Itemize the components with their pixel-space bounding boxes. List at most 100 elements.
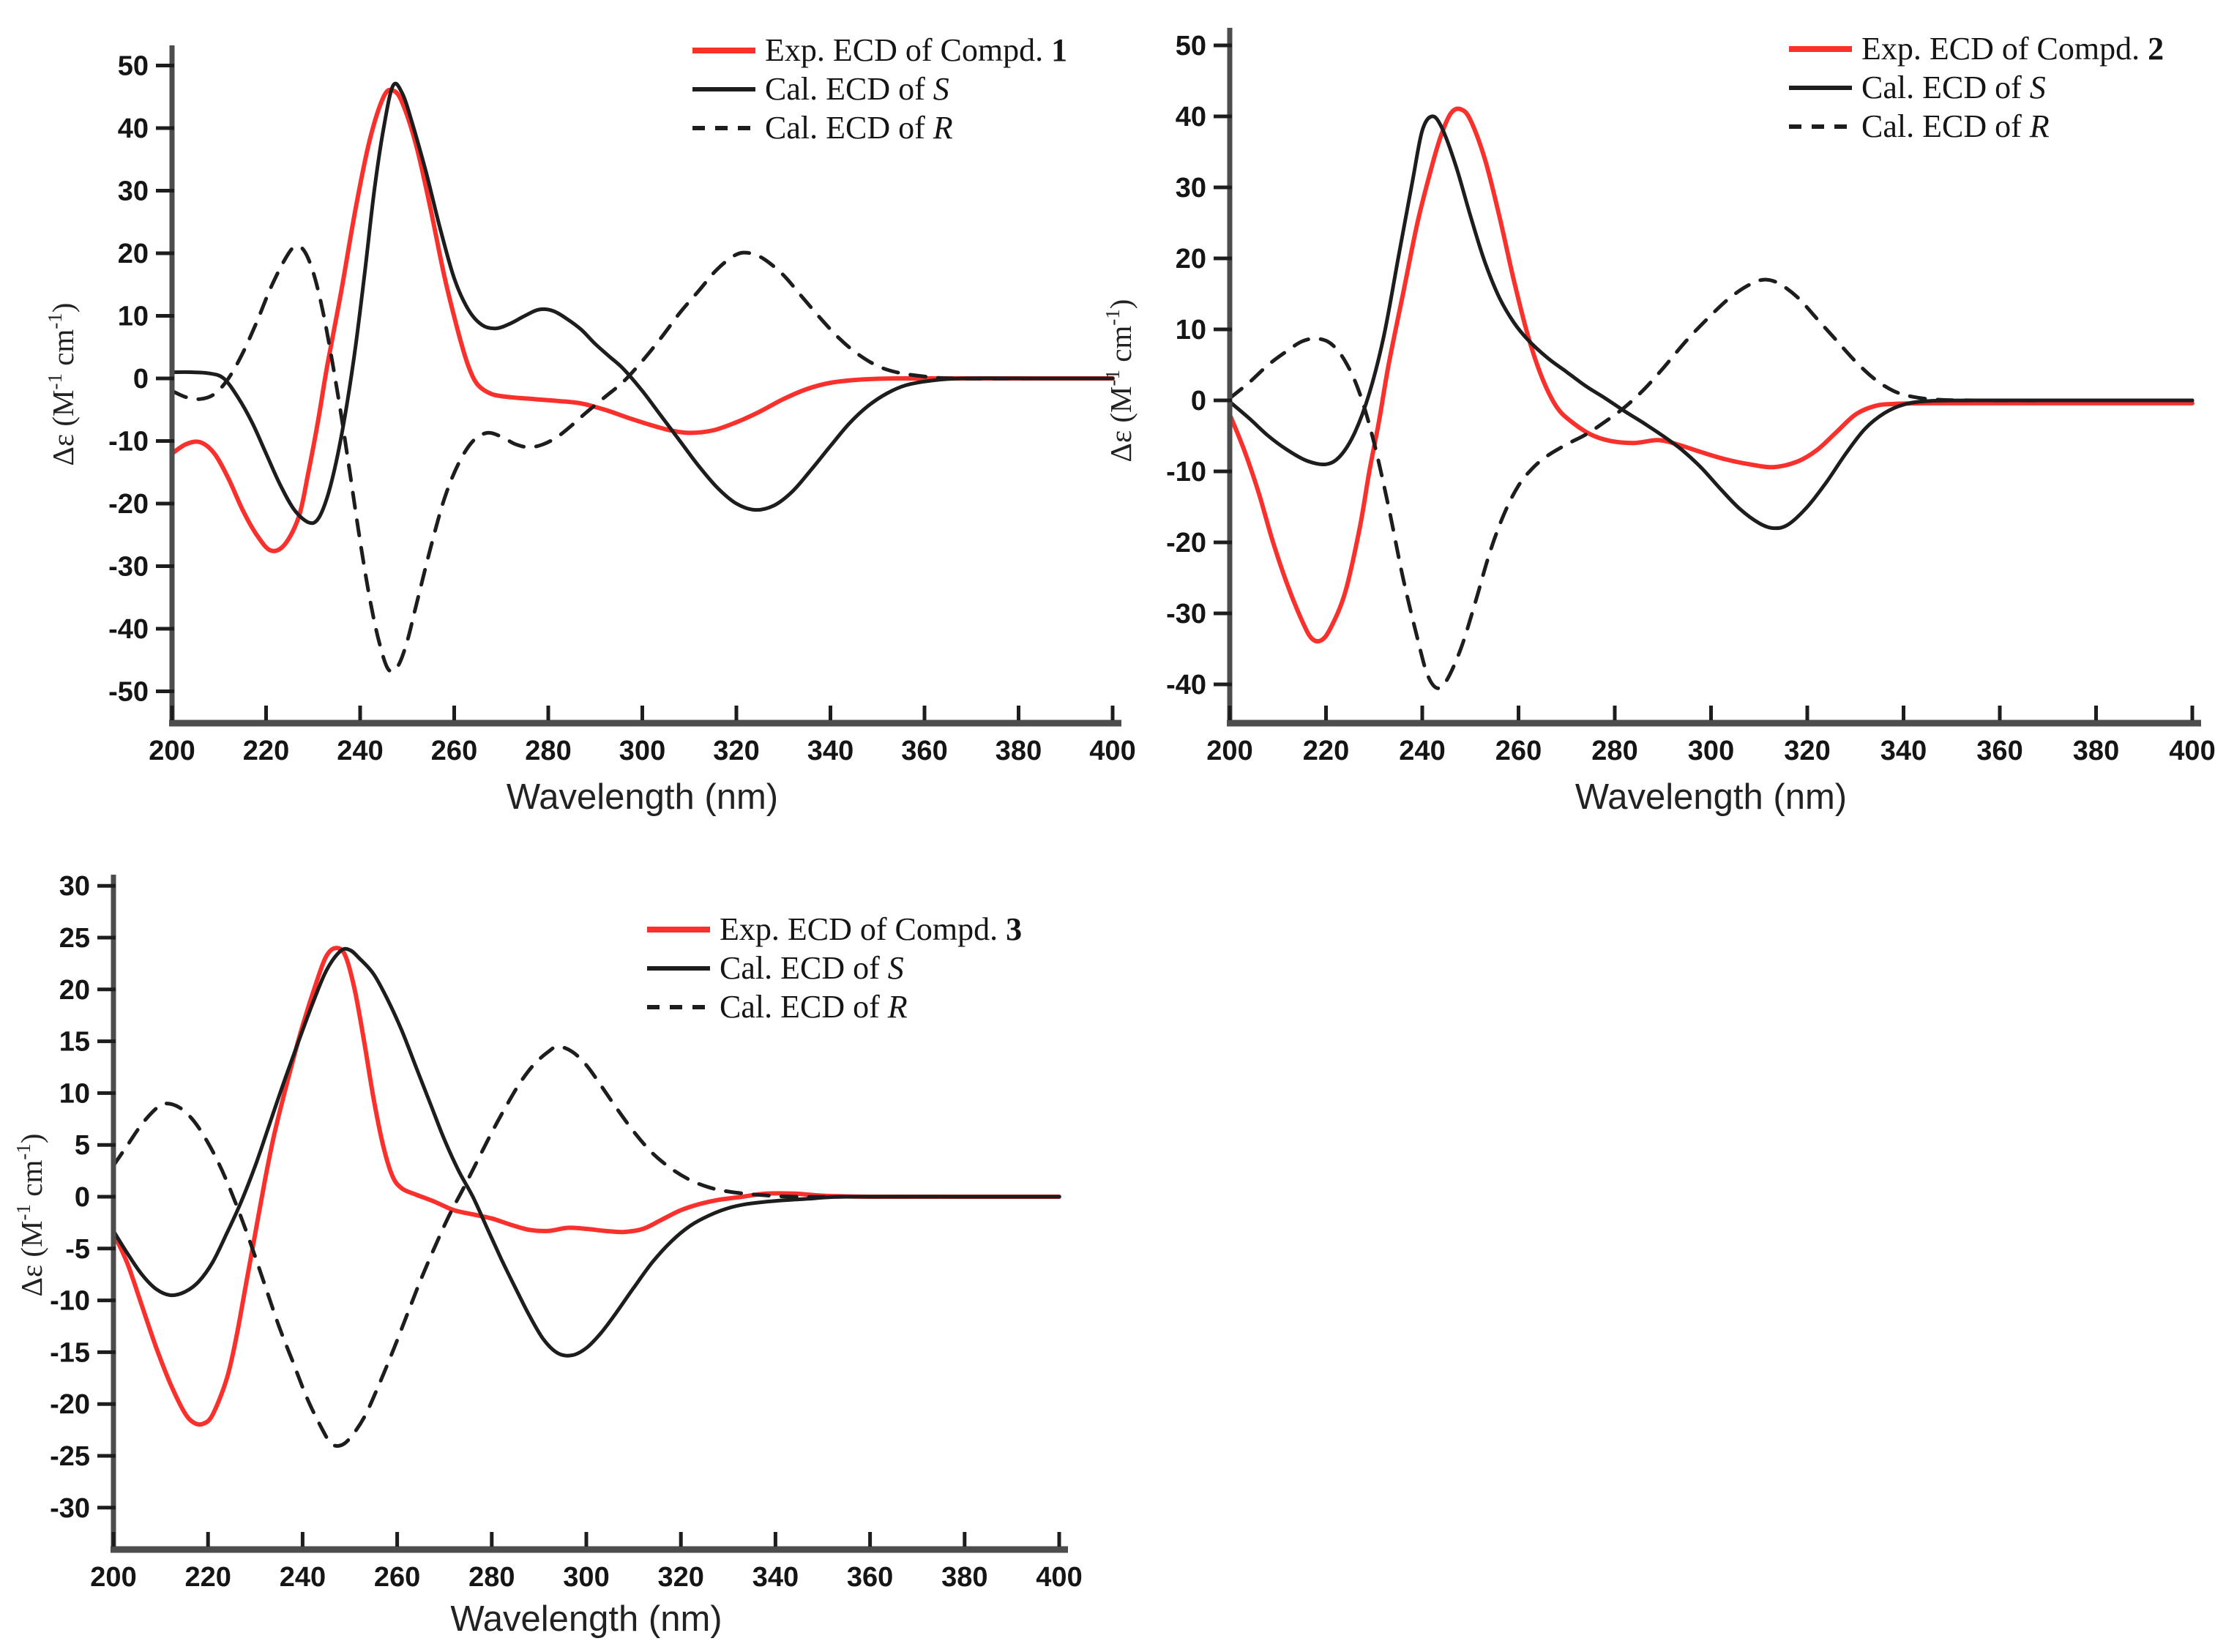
x-axis-title: Wavelength (nm) [450, 1599, 722, 1639]
y-tick-label: -10 [50, 1286, 90, 1317]
x-tick-label: 380 [996, 736, 1042, 766]
y-tick-label: -5 [65, 1234, 90, 1265]
legend-compound-3: Exp. ECD of Compd. 3 Cal. ECD of S Cal. … [647, 910, 1022, 1026]
x-tick-label: 320 [713, 736, 759, 766]
y-tick-label: 40 [1176, 102, 1206, 132]
x-tick-label: 300 [1688, 736, 1734, 766]
legend-label: Cal. ECD of R [1861, 108, 2050, 144]
red-solid-line-sample [692, 47, 755, 53]
x-tick-label: 200 [149, 736, 195, 766]
legend-label: Cal. ECD of S [765, 70, 949, 107]
y-tick-label: -10 [1166, 457, 1206, 487]
y-tick-label: -20 [50, 1389, 90, 1420]
y-tick-label: -30 [1166, 599, 1206, 629]
legend-compound-1: Exp. ECD of Compd. 1 Cal. ECD of S Cal. … [692, 31, 1067, 147]
y-tick-label: 10 [59, 1078, 90, 1109]
series-cal_r-compound-1 [170, 244, 1115, 673]
x-tick-label: 400 [2169, 736, 2215, 766]
x-tick-label: 200 [90, 1562, 136, 1593]
y-tick-label: 15 [59, 1027, 90, 1058]
x-axis-title: Wavelength (nm) [507, 777, 778, 817]
y-tick-label: 10 [1176, 315, 1206, 345]
x-tick-label: 300 [563, 1562, 609, 1593]
y-tick-label: 0 [133, 364, 149, 395]
legend-label: Exp. ECD of Compd. 2 [1861, 30, 2164, 67]
legend-compound-2: Exp. ECD of Compd. 2 Cal. ECD of S Cal. … [1789, 29, 2164, 146]
y-tick-label: -30 [50, 1493, 90, 1524]
legend-item-cal-s: Cal. ECD of S [647, 949, 1022, 987]
y-tick-label: -15 [50, 1337, 90, 1368]
x-tick-label: 220 [1303, 736, 1349, 766]
x-tick-label: 280 [1591, 736, 1637, 766]
chart-compound-3: 200 220 240 260 280 300 320 340 360 380 400 30 25 20 1… [12, 871, 1083, 1639]
black-solid-line-sample [647, 965, 710, 971]
red-solid-line-sample [647, 926, 710, 932]
y-tick-label: -30 [108, 552, 149, 583]
y-tick-label: 20 [59, 975, 90, 1006]
x-tick-label: 200 [1206, 736, 1252, 766]
black-solid-line-sample [692, 86, 755, 91]
x-tick-label: 320 [657, 1562, 703, 1593]
legend-label: Cal. ECD of S [1861, 69, 2046, 105]
y-tick-label: -25 [50, 1441, 90, 1472]
legend-label: Cal. ECD of R [765, 109, 953, 146]
x-tick-label: 340 [807, 736, 853, 766]
y-tick-label: -40 [108, 614, 149, 645]
x-tick-label: 260 [431, 736, 477, 766]
y-tick-label: -20 [1166, 528, 1206, 558]
y-tick-label: 40 [118, 113, 149, 144]
y-tick-label: 30 [59, 871, 90, 902]
y-tick-label: 0 [1191, 386, 1206, 416]
x-tick-label: 340 [752, 1562, 799, 1593]
series-cal_r-compound-3 [111, 1044, 1061, 1448]
black-dashed-line-sample [692, 125, 755, 130]
x-tick-label: 240 [280, 1562, 326, 1593]
black-dashed-line-sample [647, 1004, 710, 1009]
y-tick-label: 50 [1176, 31, 1206, 61]
x-tick-label: 260 [1495, 736, 1542, 766]
legend-item-exp: Exp. ECD of Compd. 1 [692, 31, 1067, 70]
x-tick-label: 240 [337, 736, 383, 766]
y-tick-label: -50 [108, 677, 149, 708]
legend-label: Cal. ECD of R [720, 988, 908, 1025]
series-exp-compound-2 [1228, 106, 2195, 644]
x-tick-label: 360 [1976, 736, 2022, 766]
legend-item-cal-r: Cal. ECD of R [1789, 107, 2164, 146]
x-tick-label: 280 [525, 736, 571, 766]
y-tick-label: -40 [1166, 670, 1206, 700]
y-tick-label: 30 [1176, 173, 1206, 203]
y-axis-title: Δε (M-1 cm-1) [44, 303, 80, 466]
legend-item-cal-r: Cal. ECD of R [692, 108, 1067, 147]
black-dashed-line-sample [1789, 124, 1852, 129]
y-tick-label: 10 [118, 302, 149, 332]
x-tick-label: 400 [1089, 736, 1135, 766]
legend-label: Exp. ECD of Compd. 3 [720, 911, 1023, 947]
y-tick-label: -20 [108, 489, 149, 520]
series-exp-compound-3 [111, 946, 1061, 1427]
red-solid-line-sample [1789, 45, 1852, 52]
y-axis-title: Δε (M-1 cm-1) [12, 1134, 48, 1297]
x-tick-label: 340 [1880, 736, 1927, 766]
y-tick-label: 30 [118, 176, 149, 207]
x-tick-label: 360 [901, 736, 947, 766]
x-tick-label: 380 [2073, 736, 2119, 766]
series-cal_s-compound-2 [1228, 114, 2195, 531]
x-tick-label: 220 [184, 1562, 231, 1593]
black-solid-line-sample [1789, 85, 1852, 90]
legend-item-exp: Exp. ECD of Compd. 2 [1789, 29, 2164, 68]
legend-item-cal-s: Cal. ECD of S [1789, 68, 2164, 107]
chart-compound-1: 200 220 240 260 280 300 320 340 360 380 4005040302… [44, 45, 1136, 817]
x-tick-label: 280 [468, 1562, 515, 1593]
y-tick-label: 50 [118, 51, 149, 82]
x-tick-label: 260 [374, 1562, 420, 1593]
x-tick-label: 240 [1399, 736, 1445, 766]
legend-label: Cal. ECD of S [720, 949, 904, 986]
chart-compound-2: 200 220 240 260 280 300 320 340 360 380 4005040302… [1102, 28, 2215, 817]
x-tick-label: 320 [1784, 736, 1830, 766]
legend-label: Exp. ECD of Compd. 1 [765, 31, 1068, 68]
legend-item-cal-r: Cal. ECD of R [647, 987, 1022, 1026]
x-tick-label: 380 [941, 1562, 987, 1593]
series-cal_r-compound-2 [1228, 277, 2195, 690]
